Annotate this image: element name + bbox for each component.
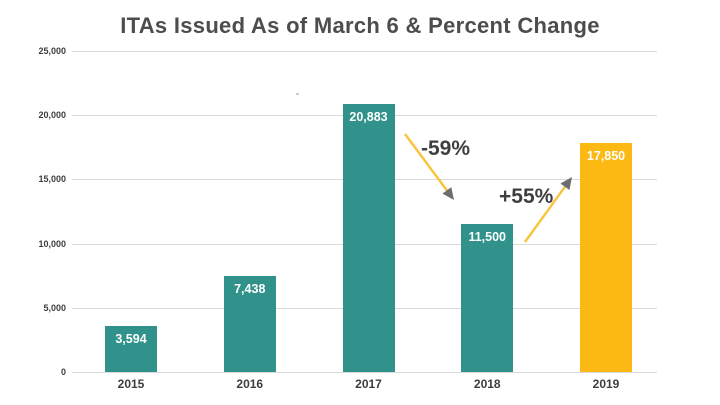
chart-title: ITAs Issued As of March 6 & Percent Chan… <box>120 13 600 38</box>
x-tick-label: 2018 <box>473 377 501 391</box>
bar-value-label: 20,883 <box>349 109 388 124</box>
bar-2016 <box>223 276 276 372</box>
annotation-percent-increase: +55% <box>499 185 554 208</box>
y-tick-label: 0 <box>60 367 66 377</box>
gridline <box>72 372 657 373</box>
bar-2017 <box>342 103 395 372</box>
x-tick-label: 2019 <box>592 377 620 391</box>
y-tick-label: 20,000 <box>38 110 66 121</box>
y-tick-label: 5,000 <box>43 302 66 313</box>
x-tick-label: 2015 <box>117 377 145 391</box>
y-tick-label: 10,000 <box>38 238 66 249</box>
x-tick-label: 2017 <box>355 377 382 391</box>
bar-value-label: 7,438 <box>234 282 266 297</box>
bar-2015 <box>105 325 157 372</box>
bar-value-label: 3,594 <box>115 331 147 346</box>
annotation-percent-decrease: -59% <box>421 137 471 160</box>
gridline <box>72 51 657 52</box>
x-tick-label: 2016 <box>236 377 264 391</box>
stray-mark <box>296 93 299 95</box>
bar-value-label: 17,850 <box>586 148 626 163</box>
bar-2018 <box>461 224 514 372</box>
y-tick-label: 25,000 <box>38 46 66 56</box>
bar-2019 <box>580 142 632 372</box>
arrowhead-icon <box>442 187 454 200</box>
y-tick-label: 15,000 <box>38 174 66 185</box>
bar-value-label: 11,500 <box>468 230 507 245</box>
